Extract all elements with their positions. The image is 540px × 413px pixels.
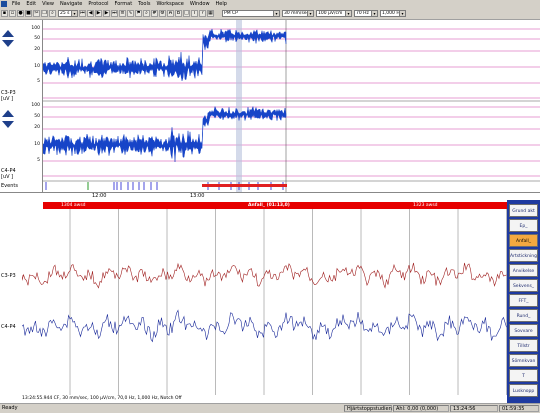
axis1-tick-50: 50 — [34, 36, 40, 41]
eeg-channel1-label: C3-P3 — [1, 273, 16, 279]
menu-help[interactable]: Help — [215, 1, 227, 7]
montage-select[interactable]: PM CP ▾ — [222, 10, 280, 17]
axis2-tick-100: 100 — [31, 103, 40, 108]
first-icon[interactable]: ⏮ — [79, 10, 86, 17]
status-study: Hjärtstoppstudien — [344, 405, 392, 412]
axis2-tick-20: 20 — [34, 125, 40, 130]
trend-labels: C3-P3 [uV ] C4-P4 [uV ] 100 50 20 10 5 1… — [0, 20, 43, 192]
btn-tillstr[interactable]: Tillstr — [509, 339, 538, 352]
channel1-unit: [uV ] — [1, 96, 14, 102]
annotation-panel: Grund akt Ep_ Anfall_ Artstickning Anvik… — [507, 200, 540, 403]
play-icon[interactable]: ▶ — [95, 10, 102, 17]
epoch-center: Anfall_ (01:13,0) — [248, 203, 290, 208]
last-icon[interactable]: ⏭ — [111, 10, 118, 17]
status-amplitude: Ahl: 0,00 (0,000) — [393, 405, 449, 412]
btn-artstickning[interactable]: Artstickning — [509, 249, 538, 262]
help-icon[interactable]: ? — [199, 10, 206, 17]
zoom-select[interactable]: 25 s ▾ — [58, 10, 78, 17]
grid-icon[interactable]: # — [151, 10, 158, 17]
settings-icon[interactable]: ⚙ — [159, 10, 166, 17]
channel1-name: C3-P3 — [1, 90, 16, 96]
btn-ep[interactable]: Ep_ — [509, 219, 538, 232]
channel-up-icon[interactable] — [2, 30, 14, 37]
btn-sovvare[interactable]: Sovvare — [509, 324, 538, 337]
axis1-tick-100: 100 — [31, 26, 40, 31]
save-icon[interactable]: ▪ — [1, 10, 8, 17]
status-elapsed: 01:59:35 — [499, 405, 539, 412]
btn-lusknopp[interactable]: Lusknopp — [509, 384, 538, 397]
stop-icon[interactable]: ■ — [25, 10, 32, 17]
menu-protocol[interactable]: Protocol — [88, 1, 109, 7]
speed-select[interactable]: 30 mm/sec ▾ — [282, 10, 314, 17]
eeg-panel: 1304 awsd Anfall_ (01:13,0) 1323 awsd C3… — [0, 200, 540, 403]
menu-view[interactable]: View — [42, 1, 54, 7]
menu-bar: File Edit View Navigate Protocol Format … — [0, 0, 540, 8]
info-icon[interactable]: i — [191, 10, 198, 17]
montage-icon[interactable]: ≡ — [119, 10, 126, 17]
bold-icon[interactable]: B — [175, 10, 182, 17]
epoch-right: 1323 awsd — [413, 203, 438, 208]
record-icon[interactable]: ● — [17, 10, 24, 17]
btn-fft[interactable]: FFT_ — [509, 294, 538, 307]
epoch-left: 1304 awsd — [61, 203, 86, 208]
menu-format[interactable]: Format — [114, 1, 133, 7]
copy-icon[interactable]: ❐ — [41, 10, 48, 17]
menu-file[interactable]: File — [12, 1, 21, 7]
btn-anvikelse[interactable]: Anvikelse — [509, 264, 538, 277]
text-icon[interactable]: A — [167, 10, 174, 17]
filter-icon[interactable]: ∿ — [127, 10, 134, 17]
channel-down-icon[interactable] — [2, 40, 14, 47]
events-label: Events — [1, 183, 18, 189]
status-time: 13:24:56 — [450, 405, 498, 412]
search-icon[interactable]: ⌕ — [143, 10, 150, 17]
axis2-tick-50: 50 — [34, 114, 40, 119]
lowpass-select[interactable]: 70 Hz ▾ — [354, 10, 378, 17]
btn-t[interactable]: T — [509, 369, 538, 382]
axis1-tick-10: 10 — [34, 64, 40, 69]
trend-plot[interactable] — [43, 20, 540, 192]
menu-window[interactable]: Window — [189, 1, 210, 7]
menu-edit[interactable]: Edit — [26, 1, 37, 7]
channel2-up-icon[interactable] — [2, 110, 14, 117]
axis1-tick-5: 5 — [37, 79, 40, 84]
btn-anfall[interactable]: Anfall_ — [509, 234, 538, 247]
menu-workspace[interactable]: Workspace — [156, 1, 184, 7]
window-icon[interactable]: □ — [183, 10, 190, 17]
axis2-tick-5: 5 — [37, 158, 40, 163]
status-ready: Ready — [2, 405, 18, 411]
btn-rund[interactable]: Rund_ — [509, 309, 538, 322]
menu-tools[interactable]: Tools — [138, 1, 151, 7]
epoch-bar[interactable]: 1304 awsd Anfall_ (01:13,0) 1323 awsd — [43, 202, 507, 209]
print-icon[interactable]: ▫ — [9, 10, 16, 17]
axis2-tick-10: 10 — [34, 142, 40, 147]
scale-select[interactable]: 100 µV/cm ▾ — [316, 10, 352, 17]
btn-grund-akt[interactable]: Grund akt — [509, 204, 538, 217]
axis1-tick-20: 20 — [34, 47, 40, 52]
eeg-plot[interactable] — [22, 209, 507, 395]
trend-panel: C3-P3 [uV ] C4-P4 [uV ] 100 50 20 10 5 1… — [0, 20, 540, 192]
next-icon[interactable]: ▶ — [103, 10, 110, 17]
btn-somnkvan[interactable]: Sömnkvan — [509, 354, 538, 367]
app-icon — [1, 1, 7, 7]
time-label-1300: 13:00 — [190, 193, 205, 199]
channel2-down-icon[interactable] — [2, 121, 14, 128]
cut-icon[interactable]: ✂ — [33, 10, 40, 17]
highpass-select[interactable]: 1,000 Hz ▾ — [380, 10, 406, 17]
menu-navigate[interactable]: Navigate — [59, 1, 83, 7]
btn-sekvens[interactable]: Sekvens_ — [509, 279, 538, 292]
toolbar: ▪ ▫ ● ■ ✂ ❐ ⌕ 25 s ▾ ⏮ ◀ ▶ ▶ ⏭ ≡ ∿ ⚑ ⌕ # … — [0, 8, 540, 20]
channel2-name: C4-P4 — [1, 168, 16, 174]
zoom-icon[interactable]: ⌕ — [49, 10, 56, 17]
recording-info: 13:24:55.944 CF, 30 mm/sec, 100 µV/cm, 7… — [22, 396, 182, 401]
prev-icon[interactable]: ◀ — [87, 10, 94, 17]
time-label-1200: 12:00 — [92, 193, 107, 199]
layout-icon[interactable]: ▦ — [207, 10, 214, 17]
marker-icon[interactable]: ⚑ — [135, 10, 142, 17]
eeg-channel2-label: C4-P4 — [1, 324, 16, 330]
channel2-unit: [uV ] — [1, 174, 14, 180]
